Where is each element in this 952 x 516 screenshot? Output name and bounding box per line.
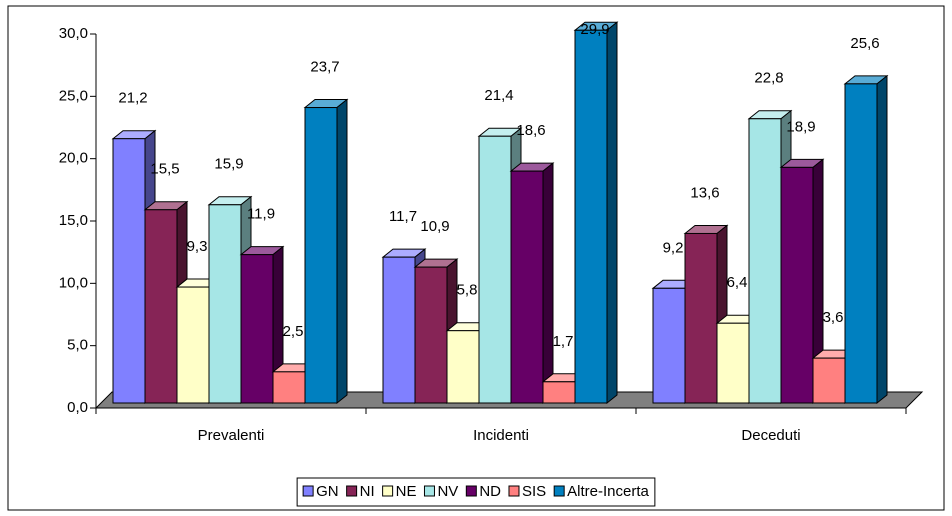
value-label: 25,6 (850, 35, 879, 52)
value-label: 9,3 (187, 238, 208, 255)
y-tick-label: 20,0 (59, 150, 88, 167)
legend-swatch (382, 485, 394, 497)
value-label: 18,9 (786, 118, 815, 135)
value-label: 21,4 (484, 87, 513, 104)
legend-label: NV (437, 483, 458, 500)
value-label: 2,5 (283, 323, 304, 340)
legend-label: ND (479, 483, 501, 500)
legend-label: GN (316, 483, 339, 500)
y-tick-label: 0,0 (67, 399, 88, 416)
y-tick-label: 30,0 (59, 25, 88, 42)
bar-side (876, 74, 888, 405)
bar (446, 330, 480, 404)
legend-label: Altre-Incerta (567, 483, 649, 500)
value-label: 9,2 (663, 239, 684, 256)
value-label: 23,7 (310, 59, 339, 76)
legend-swatch (465, 485, 477, 497)
value-label: 15,5 (150, 161, 179, 178)
bar (844, 83, 878, 404)
value-label: 11,7 (389, 208, 417, 225)
value-label: 15,9 (214, 156, 243, 173)
bar (652, 287, 686, 404)
bar (176, 286, 210, 404)
bar (112, 138, 146, 404)
legend-swatch (508, 485, 520, 497)
bar (780, 166, 814, 404)
legend-label: NI (360, 483, 375, 500)
legend-swatch (553, 485, 565, 497)
bar-side (606, 21, 618, 405)
value-label: 11,9 (247, 206, 275, 223)
bar (414, 266, 448, 404)
x-tick-label: Deceduti (741, 427, 800, 444)
bar (574, 29, 608, 404)
value-label: 6,4 (727, 274, 748, 291)
bar-side (336, 98, 348, 405)
x-tick-label: Incidenti (473, 427, 529, 444)
legend-label: NE (396, 483, 417, 500)
value-label: 5,8 (457, 282, 478, 299)
bar (208, 204, 242, 404)
legend-swatch (302, 485, 314, 497)
bar (542, 381, 576, 404)
y-tick-label: 5,0 (67, 337, 88, 354)
value-label: 21,2 (118, 90, 147, 107)
value-label: 10,9 (420, 218, 449, 235)
bar (272, 371, 306, 404)
bar (144, 209, 178, 404)
value-label: 29,9 (580, 21, 609, 38)
y-tick-label: 25,0 (59, 87, 88, 104)
legend-swatch (346, 485, 358, 497)
bar (382, 256, 416, 404)
legend-label: SIS (522, 483, 546, 500)
bar-side (542, 162, 554, 405)
value-label: 3,6 (823, 309, 844, 326)
value-label: 22,8 (754, 70, 783, 87)
bar (684, 232, 718, 404)
bar (240, 254, 274, 404)
y-tick-label: 10,0 (59, 274, 88, 291)
bar (510, 170, 544, 404)
bar (748, 118, 782, 404)
bar (478, 135, 512, 404)
bar (716, 322, 750, 404)
legend-swatch (423, 485, 435, 497)
value-label: 18,6 (516, 122, 545, 139)
y-tick-label: 15,0 (59, 212, 88, 229)
value-label: 1,7 (553, 333, 574, 350)
x-tick-label: Prevalenti (198, 427, 265, 444)
bar (304, 107, 338, 404)
bar (812, 357, 846, 404)
value-label: 13,6 (690, 184, 719, 201)
